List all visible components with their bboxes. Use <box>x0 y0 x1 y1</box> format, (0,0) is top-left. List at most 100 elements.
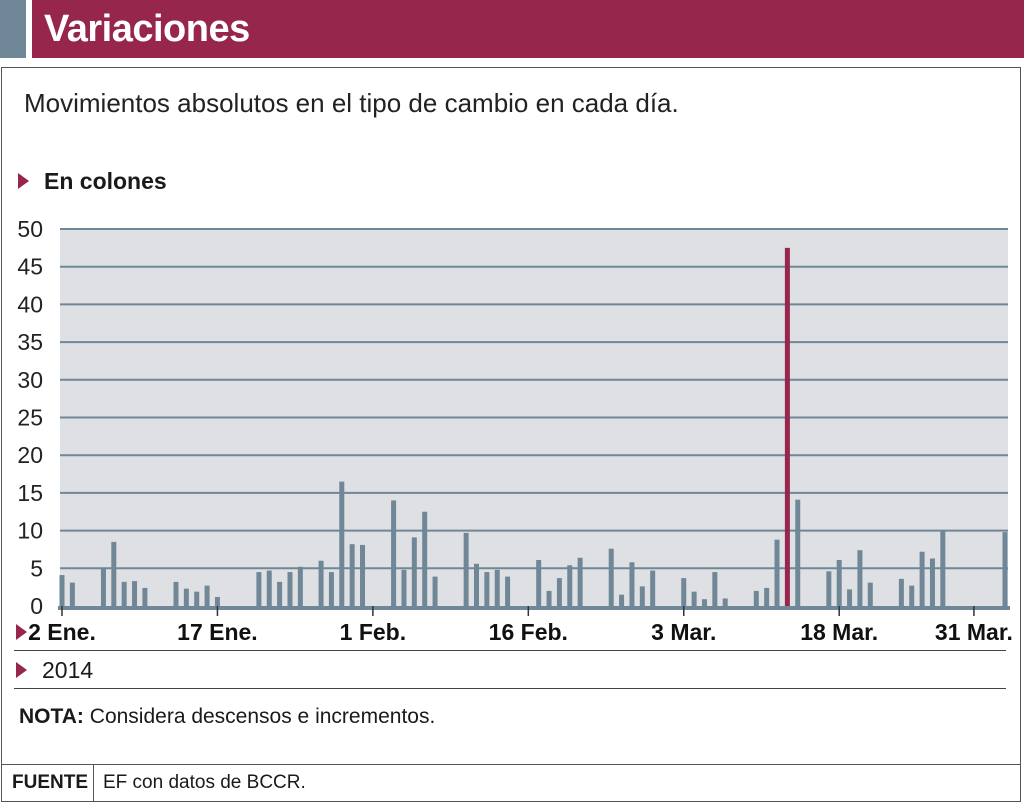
y-tick-label: 10 <box>17 518 43 544</box>
bar <box>214 596 220 606</box>
bar <box>753 590 759 606</box>
note-text: Considera descensos e incrementos. <box>83 705 436 728</box>
source-label: FUENTE <box>12 772 88 793</box>
triangle-bullet-icon <box>16 624 27 640</box>
chart-title: Variaciones <box>44 8 250 50</box>
bar <box>795 499 801 606</box>
bar <box>111 541 117 606</box>
bar <box>857 550 863 606</box>
bar <box>142 587 148 606</box>
y-tick-label: 15 <box>17 480 43 506</box>
triangle-bullet-icon <box>18 173 29 189</box>
bar <box>546 590 552 606</box>
y-tick-label: 20 <box>17 442 43 468</box>
bar <box>256 572 262 606</box>
year-label: 2014 <box>42 657 94 683</box>
bar <box>287 572 293 606</box>
y-tick-label: 30 <box>17 367 43 393</box>
bar <box>484 572 490 606</box>
bar <box>577 557 583 606</box>
bar <box>701 599 707 606</box>
bar <box>349 544 355 606</box>
bar <box>494 569 500 606</box>
bar <box>339 481 345 606</box>
bar-highlight <box>784 247 790 606</box>
bar <box>194 591 200 606</box>
bar <box>691 591 697 606</box>
x-tick-label: 2 Ene. <box>28 619 96 645</box>
x-tick-label: 3 Mar. <box>651 619 716 645</box>
y-tick-label: 0 <box>30 593 43 619</box>
bar <box>898 578 904 606</box>
x-tick-label: 31 Mar. <box>935 619 1013 645</box>
bar <box>909 585 915 606</box>
header-accent-block <box>0 0 26 58</box>
bar <box>1002 532 1008 606</box>
x-tick-label: 18 Mar. <box>800 619 878 645</box>
bar <box>173 581 179 606</box>
bar <box>639 586 645 606</box>
y-tick-label: 35 <box>17 329 43 355</box>
bar <box>474 563 480 606</box>
bar <box>929 558 935 606</box>
bar <box>59 575 65 606</box>
bar-chart: 0 5 10 15 20 25 30 35 40 45 50 2 Ene. 17 Ene. 1 Feb. 1… <box>17 216 1013 645</box>
x-axis-line <box>58 606 1010 610</box>
header-bar <box>32 0 1024 58</box>
bar <box>391 500 397 606</box>
divider <box>14 650 1006 651</box>
bar <box>836 560 842 606</box>
y-tick-label: 50 <box>17 216 43 242</box>
bar <box>919 551 925 606</box>
bar <box>401 569 407 606</box>
x-tick-label: 17 Ene. <box>177 619 258 645</box>
x-tick-label: 16 Feb. <box>489 619 568 645</box>
bar <box>100 567 106 606</box>
divider <box>14 688 1006 689</box>
chart-frame <box>1 67 1021 802</box>
y-tick-label: 45 <box>17 254 43 280</box>
bar <box>629 562 635 606</box>
note: NOTA: Considera descensos e incrementos. <box>19 705 435 729</box>
bar <box>183 588 189 606</box>
bar <box>318 560 324 606</box>
bar <box>411 537 417 606</box>
bar <box>556 578 562 606</box>
bar <box>940 530 946 606</box>
bar <box>297 566 303 606</box>
note-label: NOTA: <box>19 705 84 728</box>
y-axis-unit-label: En colones <box>44 168 167 194</box>
bar <box>774 539 780 606</box>
bar <box>722 598 728 606</box>
bar <box>536 560 542 606</box>
bar <box>867 582 873 606</box>
bar <box>328 572 334 606</box>
x-tick-label: 1 Feb. <box>340 619 406 645</box>
bar <box>132 581 138 606</box>
footer-separator <box>93 765 94 802</box>
bar <box>432 576 438 606</box>
bar <box>567 565 573 606</box>
bar <box>681 578 687 606</box>
bar <box>204 585 210 606</box>
bar <box>121 581 127 606</box>
bar <box>826 571 832 606</box>
bar <box>266 570 272 606</box>
y-tick-label: 5 <box>30 555 43 581</box>
bar <box>277 581 283 606</box>
source-text: EF con datos de BCCR. <box>103 772 306 793</box>
bar <box>505 576 511 606</box>
bar <box>422 511 428 606</box>
triangle-bullet-icon <box>16 662 27 678</box>
bar <box>69 582 75 606</box>
bar <box>764 587 770 606</box>
bar <box>619 594 625 606</box>
footer-divider <box>1 764 1021 765</box>
bar <box>650 570 656 606</box>
bar <box>463 532 469 606</box>
bar <box>608 548 614 606</box>
y-tick-label: 40 <box>17 291 43 317</box>
bar <box>712 572 718 606</box>
bar <box>360 544 366 606</box>
bar <box>847 589 853 606</box>
